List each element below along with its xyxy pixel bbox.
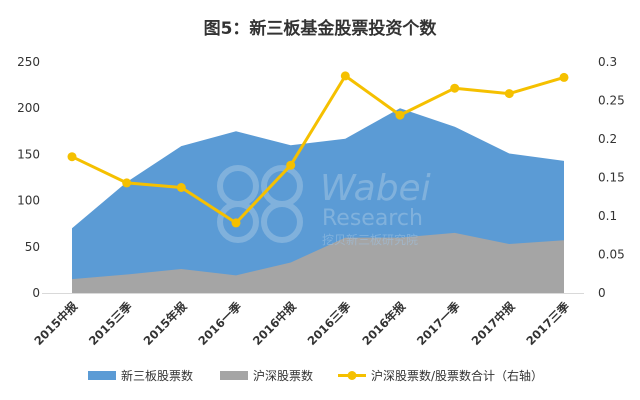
- x-axis: 2015中报 2015三季 2015年报 2016一季 2016中报 2016三季 2016…: [31, 293, 584, 348]
- y-left-tick-label: 150: [17, 147, 40, 161]
- line-layer: [67, 71, 569, 228]
- x-tick-label: 2016中报: [250, 299, 299, 348]
- y-right-tick-label: 0.15: [598, 171, 625, 185]
- line-point: [504, 89, 514, 99]
- legend-label: 沪深股票数: [253, 368, 313, 383]
- chart-title: 图5：新三板基金股票投资个数: [204, 18, 438, 39]
- y-left-tick-label: 200: [17, 101, 40, 115]
- line-series-2: [71, 74, 565, 225]
- line-point: [340, 71, 350, 81]
- y-right-tick-label: 0.05: [598, 248, 625, 262]
- y-left-tick-label: 0: [32, 286, 40, 300]
- line-point: [122, 178, 132, 188]
- watermark-cn: 挖贝新三板研究院: [322, 232, 418, 247]
- y-left-tick-label: 250: [17, 55, 40, 69]
- legend: 新三板股票数 沪深股票数 沪深股票数/股票数合计（右轴）: [88, 368, 543, 383]
- area-layer: [72, 108, 564, 293]
- watermark-name: Wabei: [320, 168, 431, 209]
- line-point: [395, 110, 405, 120]
- legend-swatch: [88, 371, 116, 380]
- legend-label: 新三板股票数: [121, 368, 193, 383]
- watermark-mark-icon: [217, 165, 303, 243]
- y-left-tick-label: 100: [17, 194, 40, 208]
- y-left-tick-label: 50: [25, 240, 40, 254]
- left-axis: 0 50 100 150 200 250: [17, 55, 40, 300]
- x-tick-label: 2015年报: [141, 299, 190, 348]
- x-tick-label: 2017一季: [414, 299, 463, 348]
- x-tick-label: 2016三季: [305, 299, 354, 348]
- line-point: [450, 83, 460, 93]
- y-right-tick-label: 0.25: [598, 94, 625, 108]
- x-tick-label: 2016一季: [195, 299, 244, 348]
- y-right-tick-label: 0: [598, 286, 606, 300]
- x-tick-label: 2017中报: [469, 299, 518, 348]
- line-point: [286, 160, 296, 170]
- line-point: [231, 218, 241, 228]
- right-axis: 0 0.05 0.1 0.15 0.2 0.25 0.3: [598, 55, 625, 300]
- x-tick-label: 2015中报: [31, 299, 80, 348]
- line-point: [559, 72, 569, 82]
- line-point: [67, 152, 77, 162]
- y-right-tick-label: 0.1: [598, 209, 617, 223]
- line-point: [176, 183, 186, 192]
- legend-swatch-marker: [347, 371, 357, 380]
- area-series-1: [72, 232, 564, 293]
- y-right-tick-label: 0.3: [598, 55, 617, 69]
- y-right-tick-label: 0.2: [598, 132, 617, 146]
- legend-swatch: [220, 371, 248, 380]
- x-tick-label: 2016年报: [359, 299, 408, 348]
- x-tick-label: 2017三季: [523, 299, 572, 348]
- legend-label: 沪深股票数/股票数合计（右轴）: [371, 368, 543, 383]
- watermark-sub: Research: [322, 206, 423, 231]
- x-tick-label: 2015三季: [86, 299, 135, 348]
- watermark-logo: Wabei Research 挖贝新三板研究院: [217, 165, 431, 247]
